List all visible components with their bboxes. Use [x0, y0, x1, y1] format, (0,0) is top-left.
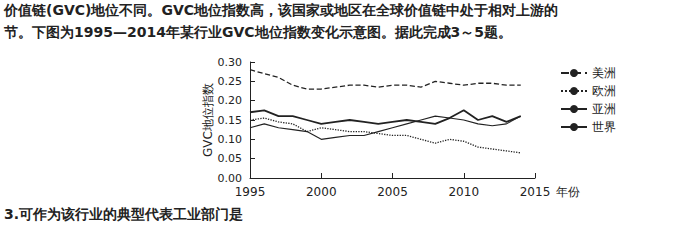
svg-text:GVC地位指数: GVC地位指数 — [201, 83, 215, 157]
svg-text:美洲: 美洲 — [592, 66, 616, 80]
html-text:节。下图为1995—2014年某行业GVC地位指数变化示意图: 节。下图为1995—2014年某行业GVC地位指数变化示意图。据此完成3～5题。 — [4, 24, 512, 40]
svg-text:0.00: 0.00 — [218, 172, 243, 185]
svg-text:2015: 2015 — [520, 185, 551, 199]
html-text:3.可作为该行业的典型代表工业部门是: 3.可作为该行业的典型代表工业部门是 — [4, 206, 244, 222]
svg-text:世界: 世界 — [592, 120, 616, 134]
svg-text:0.05: 0.05 — [218, 152, 243, 165]
svg-text:0.15: 0.15 — [218, 114, 243, 127]
svg-text:2000: 2000 — [306, 185, 337, 199]
svg-text:0.25: 0.25 — [218, 75, 243, 88]
svg-text:年份: 年份 — [556, 185, 580, 199]
svg-text:0.10: 0.10 — [218, 133, 243, 146]
html-text:价值链(GVC)地位不同。GVC地位指数高，该国家或地区在全: 价值链(GVC)地位不同。GVC地位指数高，该国家或地区在全球价值链中处于相对上… — [4, 2, 558, 18]
svg-text:0.20: 0.20 — [218, 94, 243, 107]
svg-text:1995: 1995 — [235, 185, 266, 199]
svg-text:2005: 2005 — [377, 185, 408, 199]
svg-text:2010: 2010 — [448, 185, 479, 199]
svg-text:0.30: 0.30 — [218, 56, 243, 69]
svg-text:亚洲: 亚洲 — [592, 102, 616, 116]
svg-text:欧洲: 欧洲 — [592, 84, 616, 98]
